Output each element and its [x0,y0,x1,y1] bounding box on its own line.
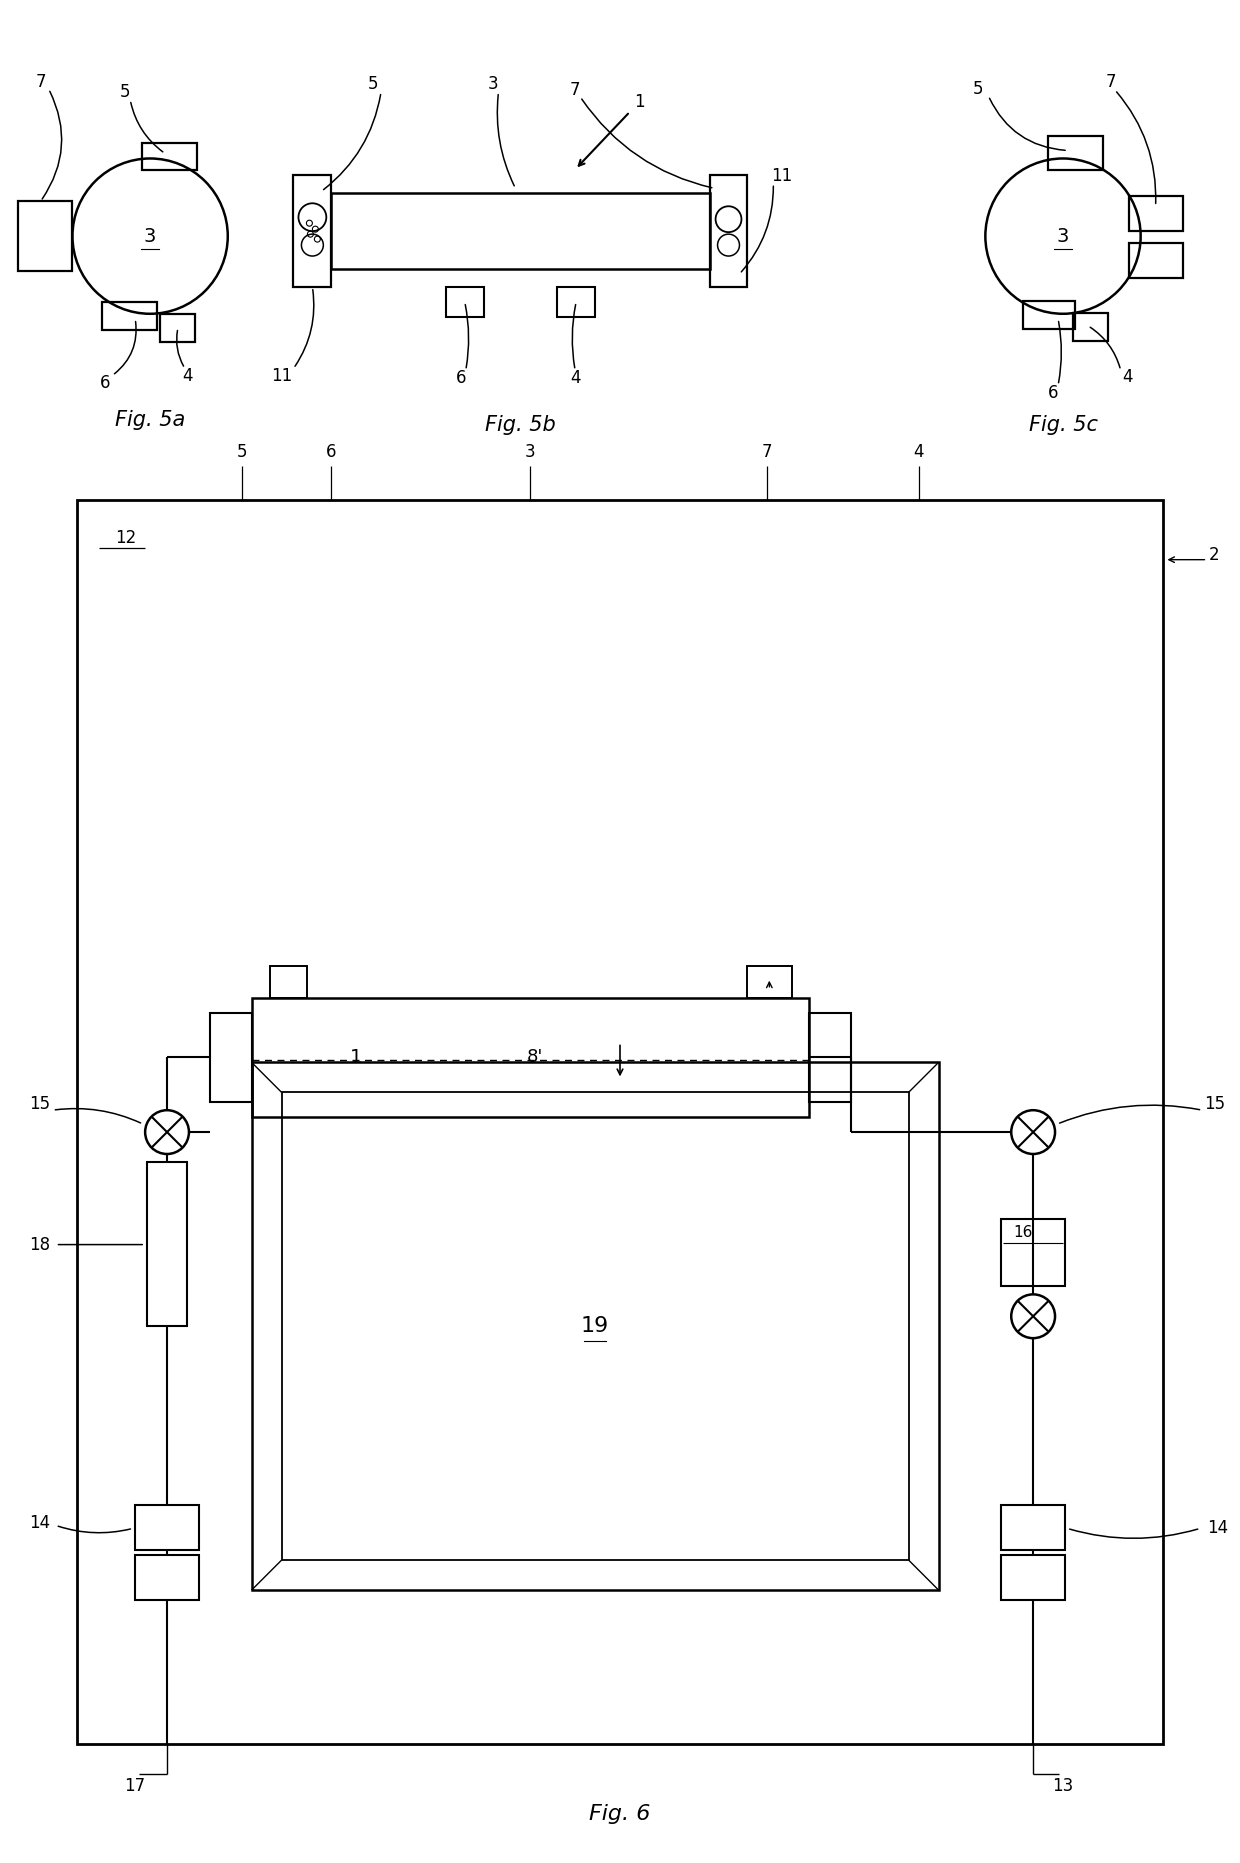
Text: 8': 8' [527,1049,543,1066]
Bar [160,313,195,341]
Text: 5: 5 [973,80,983,97]
Text: 17: 17 [124,1777,146,1796]
Text: 18: 18 [29,1235,50,1254]
Text: 3: 3 [487,75,498,93]
Bar [252,1062,939,1589]
Bar [135,1556,198,1600]
FancyArrowPatch shape [572,304,575,367]
Bar [1001,1505,1065,1550]
FancyArrowPatch shape [1060,1105,1199,1123]
Bar [1128,196,1183,231]
Text: 7: 7 [763,443,773,462]
Text: 11: 11 [270,367,293,384]
Text: 14: 14 [29,1515,50,1533]
FancyArrowPatch shape [990,99,1065,151]
FancyArrowPatch shape [1070,1530,1198,1539]
FancyArrowPatch shape [582,99,712,188]
Bar [1001,1556,1065,1600]
Text: Fig. 6: Fig. 6 [589,1803,651,1824]
Text: 3: 3 [1056,227,1069,246]
FancyArrowPatch shape [465,304,469,367]
FancyArrowPatch shape [176,330,184,367]
Text: 6: 6 [455,369,466,388]
Text: 2: 2 [1209,546,1220,564]
Text: 5: 5 [237,443,247,462]
Bar [148,1163,187,1326]
Text: 6: 6 [100,374,110,393]
Text: 13: 13 [1053,1777,1074,1796]
Text: 4: 4 [1122,369,1133,386]
Bar [810,1013,851,1103]
Bar [331,194,709,268]
Bar [1073,313,1107,341]
Bar [103,302,157,330]
Bar [709,175,748,287]
Bar [17,201,72,270]
FancyArrowPatch shape [114,322,136,374]
FancyArrowPatch shape [58,1526,130,1533]
Bar [77,499,1163,1744]
Text: 3: 3 [144,227,156,246]
Text: 12: 12 [115,529,136,546]
Text: Fig. 5c: Fig. 5c [1028,415,1097,436]
Bar [557,287,595,317]
Text: 7: 7 [570,80,580,99]
Bar [1023,300,1075,328]
Bar [281,1092,909,1559]
Text: 4: 4 [570,369,580,388]
Bar [210,1013,252,1103]
Bar [252,999,810,1118]
Text: Fig. 5a: Fig. 5a [115,410,185,430]
FancyArrowPatch shape [324,95,381,190]
Text: 5: 5 [120,82,130,101]
Text: 16: 16 [1013,1226,1033,1241]
Text: 4: 4 [914,443,924,462]
FancyArrowPatch shape [1116,91,1156,203]
FancyArrowPatch shape [130,102,162,153]
Bar [446,287,484,317]
Text: 3: 3 [525,443,536,462]
Text: 1: 1 [635,93,645,110]
Bar [748,965,792,999]
Text: 19: 19 [582,1317,609,1336]
Bar [269,965,308,999]
Text: 1: 1 [350,1047,362,1067]
FancyArrowPatch shape [1059,322,1061,382]
FancyArrowPatch shape [1090,328,1120,367]
Text: 4: 4 [182,367,193,384]
Text: 15: 15 [1204,1095,1225,1114]
Bar [1128,242,1183,278]
Text: 7: 7 [36,73,46,91]
Text: 14: 14 [1207,1520,1228,1537]
Bar [294,175,331,287]
Bar [1048,136,1102,170]
Text: 6: 6 [326,443,336,462]
Text: 11: 11 [770,168,792,186]
Text: 15: 15 [29,1095,50,1114]
FancyArrowPatch shape [742,186,774,272]
FancyArrowPatch shape [295,289,314,367]
FancyArrowPatch shape [42,91,62,199]
Text: 5: 5 [368,75,378,93]
FancyArrowPatch shape [56,1108,140,1123]
Text: Fig. 5b: Fig. 5b [485,415,556,436]
Bar [135,1505,198,1550]
Text: 7: 7 [1106,73,1116,91]
Bar [1001,1218,1065,1287]
Text: 6: 6 [1048,384,1058,402]
FancyArrowPatch shape [497,95,515,186]
Bar [143,143,197,170]
